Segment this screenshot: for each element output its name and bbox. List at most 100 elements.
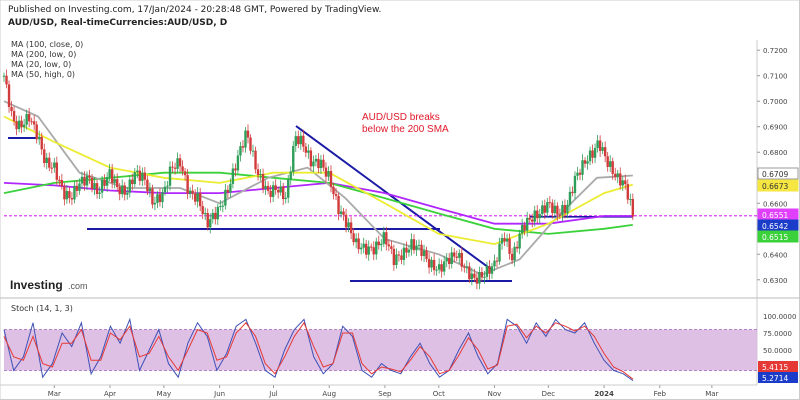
price-tag-bg bbox=[757, 230, 799, 243]
candle-body bbox=[455, 256, 458, 258]
candle-body bbox=[307, 150, 310, 153]
candle-body bbox=[621, 180, 624, 186]
candle-body bbox=[402, 247, 406, 260]
candle-body bbox=[437, 264, 441, 270]
candle-body bbox=[244, 130, 247, 148]
candle-body bbox=[284, 197, 287, 200]
stoch-tag-bg bbox=[758, 361, 798, 372]
candle-body bbox=[405, 247, 408, 253]
stoch-y-tick-label: 75.0000 bbox=[763, 330, 792, 338]
candle-body bbox=[531, 219, 534, 222]
candle-body bbox=[586, 161, 589, 164]
candle-body bbox=[382, 232, 386, 244]
candle-body bbox=[5, 75, 8, 85]
ma-line-3 bbox=[3, 115, 634, 246]
stoch-tag-bg bbox=[758, 372, 798, 383]
candle-body bbox=[598, 140, 602, 151]
candle-body bbox=[314, 158, 318, 162]
candle-body bbox=[276, 189, 280, 193]
candle-body bbox=[75, 185, 79, 191]
candle-body bbox=[536, 210, 539, 219]
candle-body bbox=[370, 246, 373, 248]
candle-body bbox=[420, 244, 423, 256]
x-tick-label: Jun bbox=[213, 390, 225, 398]
candle-body bbox=[548, 202, 552, 204]
candle-body bbox=[2, 75, 6, 77]
candle-body bbox=[176, 158, 179, 169]
candle-body bbox=[256, 169, 260, 176]
candle-body bbox=[309, 150, 313, 167]
candle-body bbox=[141, 172, 144, 181]
candle-body bbox=[166, 185, 169, 187]
candle-body bbox=[344, 214, 348, 228]
investing-logo: Investing bbox=[10, 278, 63, 292]
candle-body bbox=[148, 188, 152, 192]
ma-line-2 bbox=[3, 100, 633, 276]
candle-body bbox=[417, 244, 421, 246]
candle-body bbox=[25, 113, 28, 125]
candle-body bbox=[624, 180, 627, 185]
candle-body bbox=[73, 185, 76, 200]
price-tag-label: 0.6515 bbox=[762, 233, 788, 242]
candle-body bbox=[365, 243, 368, 255]
candle-body bbox=[35, 124, 38, 140]
candle-body bbox=[558, 214, 562, 216]
candle-body bbox=[10, 107, 13, 112]
candle-body bbox=[90, 177, 94, 190]
price-tag-label: 0.6709 bbox=[762, 170, 788, 179]
price-tag-label: 0.6551 bbox=[762, 211, 788, 220]
candle-body bbox=[349, 222, 353, 234]
candle-body bbox=[573, 175, 577, 194]
candle-body bbox=[608, 161, 612, 167]
candle-body bbox=[566, 204, 569, 214]
candle-body bbox=[161, 192, 164, 203]
candle-body bbox=[317, 158, 320, 169]
candle-body bbox=[274, 185, 277, 190]
candle-body bbox=[271, 185, 275, 197]
legend-entry-ma100: MA (100, close, 0) bbox=[11, 40, 84, 49]
candle-body bbox=[80, 176, 84, 184]
candle-body bbox=[601, 147, 604, 151]
candle-body bbox=[571, 191, 574, 194]
candle-body bbox=[231, 168, 235, 184]
legend-entry-ma50: MA (50, high, 0) bbox=[11, 70, 76, 79]
candle-body bbox=[216, 206, 220, 220]
candle-body bbox=[206, 213, 209, 228]
y-tick-label: 0.6600 bbox=[763, 200, 788, 208]
price-tag-label: 0.6542 bbox=[762, 222, 788, 231]
candle-body bbox=[606, 156, 609, 167]
candle-body bbox=[510, 253, 514, 261]
candle-body bbox=[60, 179, 64, 187]
candle-body bbox=[294, 136, 297, 146]
candle-body bbox=[543, 205, 546, 213]
stoch-band bbox=[4, 329, 757, 371]
candle-body bbox=[385, 232, 388, 245]
candle-body bbox=[234, 168, 237, 171]
candle-body bbox=[324, 167, 328, 177]
candle-body bbox=[241, 146, 245, 148]
candle-body bbox=[198, 192, 202, 207]
candle-body bbox=[397, 254, 401, 256]
candle-body bbox=[392, 248, 396, 265]
candle-body bbox=[151, 188, 154, 205]
candle-body bbox=[488, 266, 491, 274]
candle-body bbox=[266, 185, 270, 191]
candle-body bbox=[254, 150, 257, 170]
candle-body bbox=[546, 202, 549, 213]
candle-body bbox=[83, 176, 86, 186]
candle-body bbox=[505, 238, 509, 242]
x-tick-label: Mar bbox=[705, 390, 718, 398]
candle-body bbox=[442, 261, 446, 272]
x-tick-label: May bbox=[157, 390, 171, 398]
candle-body bbox=[430, 259, 433, 268]
candle-body bbox=[440, 264, 443, 272]
x-tick-label: Aug bbox=[322, 390, 336, 398]
candle-body bbox=[236, 155, 240, 171]
downtrend-line bbox=[295, 125, 493, 271]
candle-body bbox=[191, 190, 194, 194]
candle-body bbox=[146, 179, 149, 192]
candle-body bbox=[53, 162, 56, 168]
candle-body bbox=[362, 243, 365, 248]
candle-body bbox=[556, 205, 559, 215]
